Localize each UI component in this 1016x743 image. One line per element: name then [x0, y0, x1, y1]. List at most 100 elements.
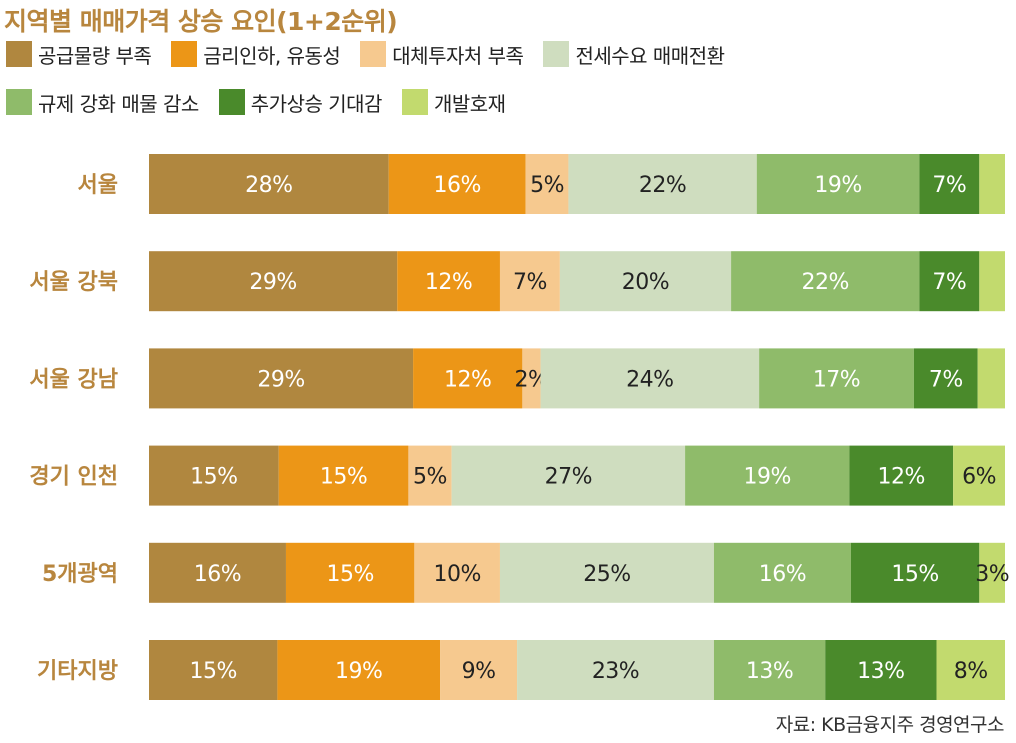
data-label: 9%: [462, 659, 496, 684]
bar-segment: [388, 154, 526, 214]
bar-segment: [149, 251, 398, 312]
bar-segment: [850, 542, 980, 603]
data-label: 5%: [530, 173, 564, 198]
bar-segment: [499, 251, 560, 312]
bar-segment: [149, 445, 279, 506]
bar-segment: [278, 445, 409, 506]
bar-segment: [713, 542, 851, 603]
data-label: 12%: [425, 270, 472, 295]
data-label: 5%: [413, 465, 447, 490]
bar-segment: [451, 445, 686, 506]
legend-label: 금리인하, 유동성: [203, 43, 341, 68]
data-label: 6%: [962, 465, 996, 490]
data-label: 19%: [814, 173, 861, 198]
bar-segment: [414, 542, 500, 603]
legend-item: 규제 강화 매물 감소: [6, 88, 199, 117]
bar-segment: [397, 251, 500, 312]
bar-segment: [522, 348, 541, 409]
bar-segment: [979, 542, 1005, 603]
bar-segment: [713, 640, 826, 700]
bar-segment: [849, 445, 954, 506]
legend-row: 공급물량 부족 금리인하, 유동성 대체투자처 부족 전세수요 매매전환: [6, 40, 745, 69]
bar-segment: [149, 542, 286, 603]
bar-segment: [149, 640, 278, 700]
data-label: 29%: [257, 367, 304, 392]
category-label: 서울 강남: [29, 367, 118, 392]
bar-segment: [979, 154, 1005, 214]
data-label: 15%: [326, 562, 373, 587]
data-label: 12%: [878, 465, 925, 490]
legend-swatch: [401, 89, 428, 115]
bar-segment: [919, 251, 980, 312]
category-label: 5개광역: [42, 562, 118, 587]
legend-swatch: [218, 89, 245, 115]
legend-label: 규제 강화 매물 감소: [38, 91, 199, 116]
data-label: 22%: [639, 173, 686, 198]
data-label: 13%: [746, 659, 793, 684]
legend-label: 전세수요 매매전환: [575, 43, 725, 68]
data-label: 25%: [583, 562, 630, 587]
data-label: 15%: [891, 562, 938, 587]
data-label: 17%: [813, 367, 860, 392]
legend-swatch: [171, 41, 198, 67]
legend-label: 추가상승 기대감: [250, 91, 383, 116]
legend-row: 규제 강화 매물 감소 추가상승 기대감 개발호재: [6, 88, 526, 117]
bar-segment: [540, 348, 760, 409]
chart-title: 지역별 매매가격 상승 요인(1+2순위): [4, 7, 398, 36]
legend-item: 전세수요 매매전환: [543, 40, 725, 69]
legend-label: 개발호재: [433, 91, 506, 116]
data-label: 10%: [433, 562, 480, 587]
bar-segment: [408, 445, 452, 506]
data-label: 16%: [433, 173, 480, 198]
legend-item: 추가상승 기대감: [218, 88, 383, 117]
bar-segment: [149, 154, 389, 214]
bar-segment: [499, 542, 714, 603]
bar-segment: [756, 154, 920, 214]
data-label: 27%: [545, 465, 592, 490]
category-label: 경기 인천: [29, 465, 118, 490]
data-label: 13%: [857, 659, 904, 684]
bar-segment: [977, 348, 1005, 409]
data-label: 19%: [335, 659, 382, 684]
bar-segment: [568, 154, 757, 214]
bar-segment: [919, 154, 980, 214]
bar-segment: [825, 640, 937, 700]
data-label: 29%: [249, 270, 296, 295]
data-label: 20%: [622, 270, 669, 295]
legend-swatch: [6, 41, 32, 67]
data-label: 7%: [932, 173, 966, 198]
data-label: 28%: [245, 173, 292, 198]
data-label: 7%: [929, 367, 963, 392]
bar-segment: [731, 251, 920, 312]
bar-segment: [953, 445, 1005, 506]
legend-item: 개발호재: [401, 88, 506, 117]
bar-segment: [685, 445, 850, 506]
category-label: 기타지방: [37, 659, 118, 684]
legend-label: 대체투자처 부족: [392, 43, 524, 68]
bar-segment: [440, 640, 518, 700]
bar-segment: [979, 251, 1005, 312]
bar-segment: [285, 542, 415, 603]
bar-segment: [149, 348, 414, 409]
legend-swatch: [6, 89, 32, 115]
data-label: 12%: [444, 367, 491, 392]
data-label: 8%: [954, 659, 988, 684]
data-label: 24%: [626, 367, 673, 392]
data-label: 22%: [802, 270, 849, 295]
legend-swatch: [360, 41, 387, 67]
bar-segment: [913, 348, 978, 409]
category-label: 서울: [78, 173, 118, 198]
bar-segment: [517, 640, 714, 700]
legend-swatch: [543, 41, 570, 67]
data-label: 7%: [932, 270, 966, 295]
legend-item: 금리인하, 유동성: [171, 40, 341, 69]
legend-item: 공급물량 부족: [6, 40, 152, 69]
data-label: 15%: [190, 465, 237, 490]
data-label: 15%: [320, 465, 367, 490]
data-label: 3%: [975, 562, 1009, 587]
data-label: 16%: [194, 562, 241, 587]
legend-item: 대체투자처 부족: [360, 40, 524, 69]
data-label: 23%: [592, 659, 639, 684]
bar-segment: [936, 640, 1005, 700]
